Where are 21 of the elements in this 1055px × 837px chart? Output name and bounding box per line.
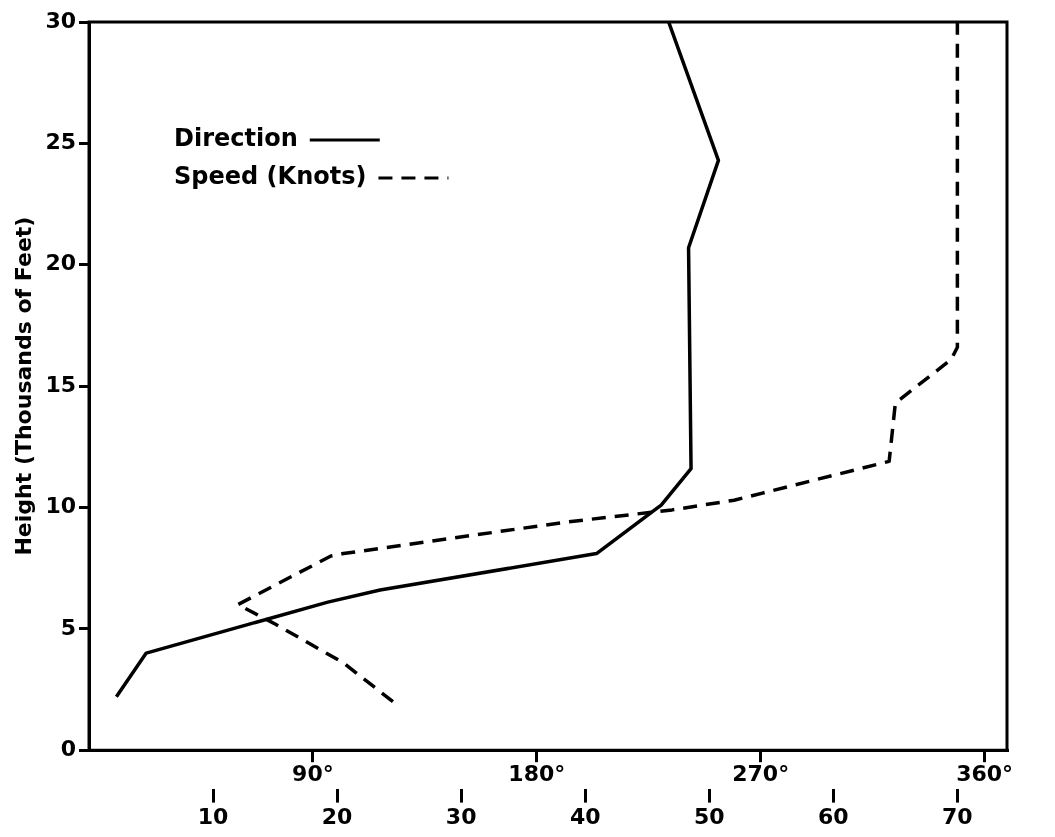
x-tick-label: 90°	[292, 761, 334, 787]
x2-tick-label: 70	[942, 803, 973, 829]
x-tick-label: 360°	[956, 761, 1014, 787]
legend-label: Speed (Knots)	[174, 162, 367, 191]
y-tick-label: 20	[45, 250, 77, 276]
x2-tick-label: 50	[693, 803, 725, 829]
x2-tick-label: 60	[818, 803, 849, 829]
x2-tick-label: 20	[321, 803, 353, 829]
x-tick-label: 180°	[508, 761, 566, 787]
y-tick-label: 0	[60, 735, 77, 761]
y-tick-label: 15	[45, 371, 77, 397]
x2-tick-label: 10	[197, 803, 229, 829]
x-tick-label: 270°	[732, 761, 790, 787]
y-tick-label: 5	[60, 614, 77, 640]
x2-tick-label: 40	[569, 803, 601, 829]
x2-tick-label: 30	[445, 803, 477, 829]
y-tick-label: 10	[45, 493, 77, 519]
y-axis-title: Height (Thousands of Feet)	[10, 216, 36, 556]
y-tick-label: 30	[45, 7, 77, 33]
y-tick-label: 25	[45, 129, 77, 155]
legend-label: Direction	[174, 124, 298, 153]
